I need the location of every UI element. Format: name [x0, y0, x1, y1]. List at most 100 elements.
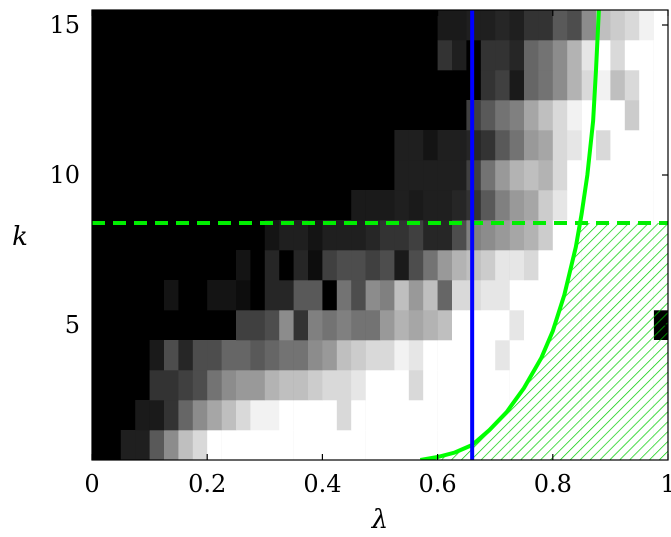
heatmap-cell — [480, 370, 496, 401]
heatmap-cell — [308, 400, 323, 431]
heatmap-cell — [250, 310, 266, 341]
heatmap-cell — [653, 70, 668, 101]
heatmap-cell — [596, 40, 611, 71]
heatmap-cell — [293, 340, 309, 371]
heatmap-cell — [452, 220, 467, 251]
heatmap-cell — [610, 160, 626, 191]
heatmap-cell — [452, 310, 467, 341]
heatmap-cell — [394, 430, 410, 460]
heatmap-cell — [452, 370, 467, 401]
heatmap-cell — [624, 190, 640, 221]
heatmap-cell — [509, 10, 525, 41]
heatmap-cell — [639, 40, 654, 71]
heatmap-cell — [380, 280, 395, 311]
heatmap-cell — [207, 370, 222, 401]
heatmap-cell — [524, 40, 539, 71]
heatmap-cell — [293, 370, 309, 401]
heatmap-cell — [509, 70, 525, 101]
heatmap-cell — [207, 430, 222, 460]
heatmap-cell — [336, 280, 352, 311]
heatmap-cell — [610, 100, 626, 131]
heatmap-cell — [279, 340, 294, 371]
heatmap-cell — [653, 130, 668, 161]
y-tick-label: 5 — [65, 311, 80, 339]
heatmap-cell — [653, 100, 668, 131]
heatmap-cell — [365, 250, 381, 281]
heatmap-cell — [336, 370, 352, 401]
heatmap-cell — [552, 220, 568, 251]
heatmap-cell — [480, 130, 496, 161]
heatmap-cell — [653, 190, 668, 221]
heatmap-cell — [423, 400, 438, 431]
heatmap-cell — [596, 160, 611, 191]
heatmap-cell — [452, 280, 467, 311]
heatmap-cell — [423, 190, 438, 221]
heatmap-cell — [351, 430, 366, 460]
heatmap-cell — [639, 130, 654, 161]
heatmap-cell — [322, 340, 338, 371]
heatmap-cell — [408, 160, 424, 191]
heatmap-cell — [639, 10, 654, 41]
heatmap-cell — [408, 190, 424, 221]
heatmap-cell — [495, 250, 510, 281]
heatmap-cell — [308, 250, 323, 281]
heatmap-cell — [509, 130, 525, 161]
heatmap-cell — [308, 310, 323, 341]
heatmap-cell — [380, 310, 395, 341]
heatmap-cell — [610, 70, 626, 101]
heatmap-cell — [524, 310, 539, 341]
heatmap-cell — [495, 100, 510, 131]
heatmap-cell — [437, 370, 453, 401]
heatmap-cell — [336, 430, 352, 460]
heatmap-cell — [495, 280, 510, 311]
heatmap-cell — [394, 310, 410, 341]
heatmap-cell — [610, 40, 626, 71]
heatmap-cell — [581, 70, 597, 101]
heatmap-cell — [552, 40, 568, 71]
heatmap-cell — [192, 430, 208, 460]
heatmap-cell — [423, 220, 438, 251]
heatmap-cell — [336, 220, 352, 251]
heatmap-cell — [380, 370, 395, 401]
heatmap-cell — [221, 400, 237, 431]
heatmap-cell — [624, 40, 640, 71]
heatmap-cell — [452, 250, 467, 281]
heatmap-cell — [610, 130, 626, 161]
heatmap-cell — [120, 430, 136, 460]
heatmap-cell — [538, 70, 554, 101]
heatmap-cell — [552, 160, 568, 191]
heatmap-cell — [452, 130, 467, 161]
heatmap-cell — [408, 400, 424, 431]
heatmap-cell — [452, 10, 467, 41]
heatmap-cell — [207, 340, 222, 371]
heatmap-cell — [495, 130, 510, 161]
heatmap-cell — [351, 220, 366, 251]
heatmap-cell — [509, 310, 525, 341]
heatmap-cell — [639, 190, 654, 221]
heatmap-cell — [452, 400, 467, 431]
heatmap-cell — [495, 220, 510, 251]
heatmap-cell — [351, 190, 366, 221]
heatmap-cell — [380, 220, 395, 251]
heatmap-cell — [624, 160, 640, 191]
heatmap-cell — [351, 250, 366, 281]
heatmap-cell — [192, 340, 208, 371]
heatmap-cell — [236, 310, 251, 341]
x-tick-label: 0.8 — [534, 470, 572, 498]
heatmap-cell — [293, 400, 309, 431]
heatmap-cell — [178, 430, 194, 460]
heatmap-cell — [653, 40, 668, 71]
heatmap-cell — [221, 340, 237, 371]
heatmap-cell — [509, 190, 525, 221]
heatmap-cell — [236, 280, 251, 311]
heatmap-cell — [480, 280, 496, 311]
heatmap-cell — [610, 190, 626, 221]
heatmap-cell — [322, 250, 338, 281]
plot-frame — [91, 9, 669, 461]
heatmap-cell — [567, 70, 582, 101]
heatmap-cell — [192, 280, 208, 311]
heatmap-cell — [408, 370, 424, 401]
heatmap-cell — [437, 130, 453, 161]
